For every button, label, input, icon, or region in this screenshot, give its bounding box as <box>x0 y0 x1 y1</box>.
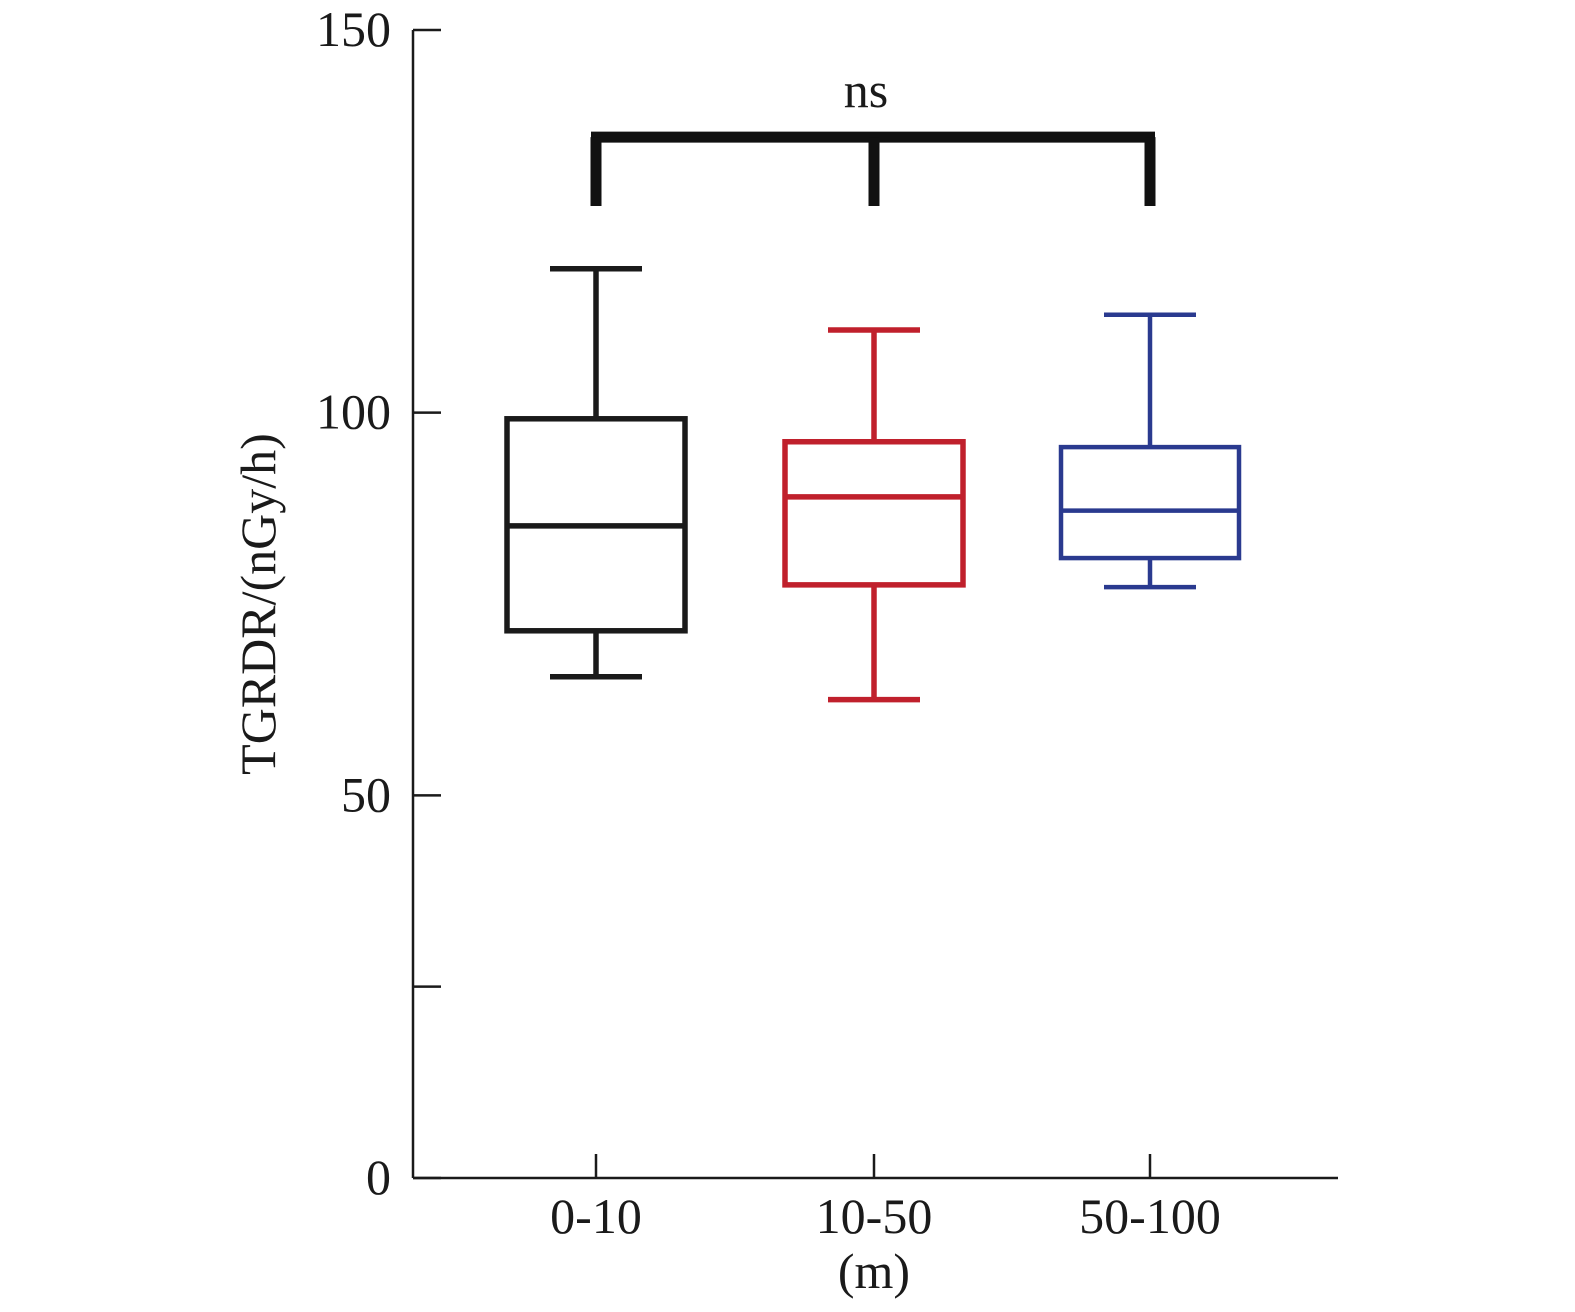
y-tick-label: 50 <box>341 766 391 822</box>
box-50-100 <box>1058 312 1242 590</box>
box-series <box>504 266 1242 703</box>
significance-bracket: ns <box>590 62 1156 207</box>
y-tick-label: 100 <box>316 384 391 440</box>
annotations: ns <box>590 62 1156 207</box>
box-0-10 <box>504 266 688 680</box>
iqr-box <box>1058 444 1242 561</box>
box-10-50 <box>782 327 966 703</box>
axes: 0 50 100 150 0-10 10-50 50-100 (m) TGRDR/(nGy/h) <box>230 1 1338 1299</box>
x-tick-label: 50-100 <box>1079 1188 1221 1244</box>
x-tick-label: 0-10 <box>550 1188 642 1244</box>
x-tick-label: 10-50 <box>816 1188 933 1244</box>
significance-label: ns <box>844 62 888 118</box>
x-axis-title: (m) <box>838 1243 910 1299</box>
y-tick-label: 150 <box>316 1 391 57</box>
y-tick-label: 0 <box>366 1149 391 1205</box>
iqr-box <box>782 438 966 588</box>
y-axis-title: TGRDR/(nGy/h) <box>230 433 286 775</box>
